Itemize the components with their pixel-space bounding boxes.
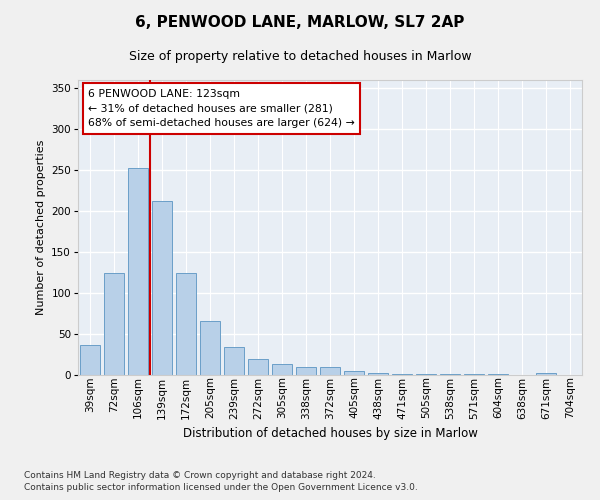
Text: 6, PENWOOD LANE, MARLOW, SL7 2AP: 6, PENWOOD LANE, MARLOW, SL7 2AP — [136, 15, 464, 30]
Y-axis label: Number of detached properties: Number of detached properties — [36, 140, 46, 315]
Bar — [416, 374, 436, 375]
Bar — [80, 344, 100, 375]
Bar — [536, 372, 556, 375]
Bar — [176, 274, 196, 375]
Bar — [272, 364, 292, 375]
Bar — [488, 374, 508, 375]
Bar — [464, 374, 484, 375]
Bar — [128, 168, 148, 375]
Text: Contains public sector information licensed under the Open Government Licence v3: Contains public sector information licen… — [24, 484, 418, 492]
Bar — [200, 321, 220, 375]
Bar — [152, 202, 172, 375]
X-axis label: Distribution of detached houses by size in Marlow: Distribution of detached houses by size … — [182, 427, 478, 440]
Text: 6 PENWOOD LANE: 123sqm
← 31% of detached houses are smaller (281)
68% of semi-de: 6 PENWOOD LANE: 123sqm ← 31% of detached… — [88, 89, 355, 128]
Bar — [392, 374, 412, 375]
Bar — [344, 371, 364, 375]
Text: Contains HM Land Registry data © Crown copyright and database right 2024.: Contains HM Land Registry data © Crown c… — [24, 471, 376, 480]
Bar — [440, 374, 460, 375]
Bar — [368, 374, 388, 375]
Bar — [248, 360, 268, 375]
Bar — [296, 367, 316, 375]
Text: Size of property relative to detached houses in Marlow: Size of property relative to detached ho… — [128, 50, 472, 63]
Bar — [320, 367, 340, 375]
Bar — [104, 274, 124, 375]
Bar — [224, 347, 244, 375]
